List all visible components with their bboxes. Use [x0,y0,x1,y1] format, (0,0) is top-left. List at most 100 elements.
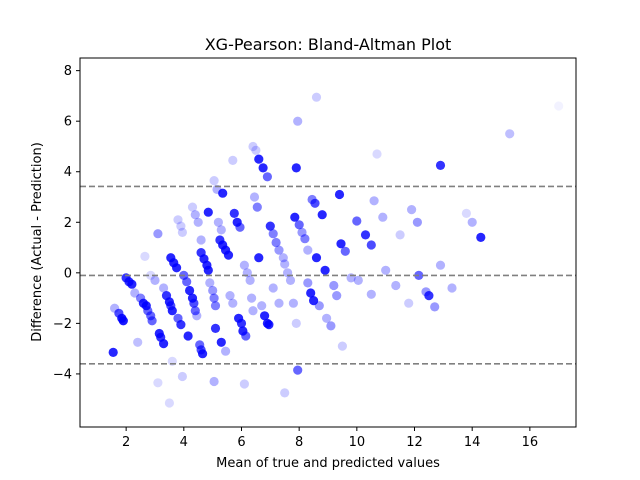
data-point [189,298,199,308]
data-point [177,371,187,382]
data-point [223,250,234,260]
data-point [218,188,228,198]
data-point [430,302,440,312]
data-point [209,176,219,186]
data-point [228,155,238,165]
data-point [190,306,200,316]
data-point [288,298,298,308]
data-point [210,301,221,311]
data-point [249,192,260,202]
data-point [187,202,198,212]
y-tick-label: −2 [53,317,72,332]
data-point [203,265,213,275]
data-point [360,230,371,240]
data-point [310,198,320,208]
data-point [176,320,186,330]
data-point [332,291,342,301]
data-point [248,306,258,316]
data-point [257,301,267,311]
data-point [196,235,206,245]
data-point [127,279,137,289]
data-point [447,283,457,293]
y-tick-label: 4 [64,165,72,180]
data-point [404,298,414,308]
data-point [216,225,226,235]
data-point [291,163,301,173]
data-point [153,378,163,388]
data-point [280,388,290,398]
data-point [337,341,347,351]
x-tick-label: 12 [406,435,423,450]
data-point [241,331,251,341]
y-tick-label: 2 [64,216,72,231]
data-point [248,141,258,152]
data-point [293,116,303,126]
data-point [322,313,332,323]
data-point [176,221,186,231]
data-point [268,229,278,239]
data-point [153,229,163,239]
data-point [228,298,238,308]
x-tick-label: 14 [464,435,481,450]
data-point [274,245,284,255]
data-point [353,275,363,285]
data-point [293,365,303,375]
data-point [210,323,221,333]
data-point [336,239,346,249]
data-point [190,210,200,220]
data-point [435,260,446,270]
data-point [311,92,322,102]
data-point [254,253,264,263]
data-point [118,316,128,326]
data-point [461,208,471,218]
data-point [268,283,278,293]
data-point [146,270,156,280]
data-point [173,215,183,225]
data-point [140,251,150,261]
data-point [239,260,249,270]
data-point [372,149,382,159]
x-tick-label: 16 [522,435,539,450]
data-point [260,311,270,321]
data-point [251,145,261,155]
data-point [252,202,262,212]
data-point [303,245,313,255]
data-point [245,275,255,285]
y-tick-label: 0 [64,266,72,281]
data-point [167,306,177,316]
data-point [258,163,268,173]
data-point [133,337,143,347]
data-point [320,265,330,275]
data-point [290,212,300,222]
x-tick-label: 10 [349,435,366,450]
data-point [306,288,316,298]
data-point [265,221,275,231]
data-point [334,189,345,200]
data-point [554,101,564,111]
data-point [216,337,226,347]
y-tick-label: −4 [53,367,72,382]
data-point [192,311,202,321]
data-point [309,296,319,306]
data-point [395,230,405,240]
data-point [183,331,193,341]
data-point [391,280,401,291]
data-point [317,210,327,220]
data-point [236,318,247,328]
data-point [271,237,281,248]
data-point [280,259,290,269]
data-point [213,217,223,227]
data-point [326,321,336,331]
y-axis-label: Difference (Actual - Prediction) [30,142,45,342]
data-point [177,227,187,237]
data-point [412,217,422,227]
data-point [291,318,301,328]
data-point [209,376,219,387]
data-point [239,379,249,389]
data-point [159,283,169,293]
x-tick-label: 2 [122,435,130,450]
data-point [285,275,296,285]
x-tick-label: 6 [237,435,245,450]
